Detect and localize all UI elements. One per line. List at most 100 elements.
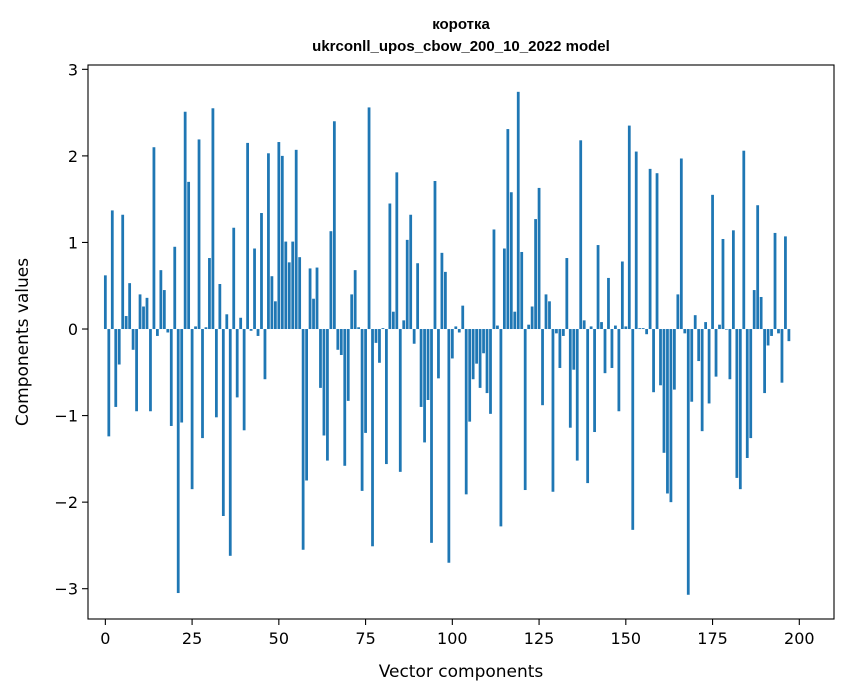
bar-91 — [419, 329, 423, 407]
bar-14 — [152, 147, 156, 330]
bar-192 — [770, 329, 773, 336]
bar-120 — [520, 251, 524, 330]
bar-60 — [312, 298, 315, 330]
bar-8 — [131, 329, 135, 350]
bar-184 — [742, 150, 746, 330]
bar-83 — [391, 311, 395, 330]
bar-72 — [353, 270, 357, 330]
bar-170 — [693, 315, 697, 330]
bar-133 — [565, 258, 569, 330]
bar-9 — [135, 329, 138, 412]
bar-140 — [589, 326, 593, 330]
bar-159 — [655, 173, 659, 330]
bar-158 — [652, 329, 655, 393]
bar-49 — [273, 301, 277, 330]
bar-69 — [343, 329, 347, 466]
bar-48 — [270, 276, 274, 330]
bar-185 — [745, 329, 749, 458]
bar-26 — [194, 326, 197, 330]
bar-39 — [239, 317, 243, 330]
bar-25 — [190, 329, 194, 490]
bar-109 — [482, 329, 485, 354]
bar-65 — [329, 231, 333, 330]
bar-100 — [450, 329, 454, 359]
bar-156 — [645, 329, 649, 335]
bars-group — [103, 91, 791, 595]
bar-102 — [457, 329, 461, 333]
bar-64 — [326, 329, 329, 461]
bar-7 — [128, 283, 132, 330]
bar-29 — [204, 327, 208, 330]
bar-182 — [735, 329, 739, 478]
bar-74 — [360, 329, 364, 491]
bar-42 — [249, 329, 253, 331]
bar-27 — [197, 139, 201, 330]
bar-162 — [666, 329, 669, 494]
y-tick-label: −3 — [54, 580, 78, 599]
bar-38 — [235, 329, 239, 398]
bar-115 — [502, 248, 506, 330]
bar-197 — [787, 329, 791, 342]
x-tick-label: 200 — [784, 629, 815, 648]
bar-82 — [388, 203, 392, 330]
bar-143 — [600, 322, 603, 330]
bar-186 — [749, 329, 753, 439]
bar-23 — [183, 111, 187, 330]
y-tick-label: −1 — [54, 407, 78, 426]
bar-124 — [534, 219, 537, 330]
bar-122 — [527, 324, 531, 330]
bar-95 — [433, 180, 437, 330]
bar-189 — [759, 296, 763, 330]
bar-160 — [659, 329, 662, 386]
bar-177 — [718, 324, 721, 330]
bar-188 — [756, 205, 760, 330]
bar-180 — [728, 329, 732, 380]
bar-173 — [704, 322, 708, 330]
bar-34 — [221, 329, 225, 516]
bar-169 — [690, 329, 694, 402]
bar-157 — [648, 168, 652, 330]
bar-62 — [319, 329, 322, 388]
bar-149 — [620, 261, 624, 330]
bar-144 — [603, 329, 607, 374]
bar-76 — [367, 107, 371, 330]
bar-12 — [145, 297, 149, 330]
bar-3 — [114, 329, 118, 407]
bar-178 — [721, 238, 725, 330]
bar-31 — [211, 108, 215, 330]
y-tick-label: 2 — [68, 147, 78, 166]
bar-77 — [371, 329, 374, 547]
x-tick-label: 0 — [100, 629, 110, 648]
bar-45 — [260, 213, 263, 330]
x-axis: 0 25 50 75 100 125 150 175 200 — [100, 619, 815, 648]
bar-33 — [218, 284, 222, 330]
bar-117 — [509, 192, 513, 330]
bar-47 — [267, 153, 270, 330]
bar-88 — [409, 214, 413, 330]
bar-94 — [430, 329, 433, 543]
x-tick-label: 150 — [611, 629, 642, 648]
bar-1 — [107, 329, 111, 437]
x-tick-label: 100 — [437, 629, 468, 648]
plot-frame — [87, 64, 835, 620]
bar-21 — [176, 329, 180, 594]
bar-165 — [676, 294, 680, 330]
bar-6 — [124, 316, 128, 330]
bar-70 — [346, 329, 350, 401]
bar-86 — [402, 320, 406, 330]
bar-193 — [773, 232, 777, 330]
bar-138 — [582, 320, 586, 330]
bar-123 — [530, 306, 534, 330]
bar-2 — [110, 210, 114, 330]
bar-51 — [280, 155, 284, 330]
bar-137 — [579, 140, 583, 330]
bar-132 — [561, 329, 565, 336]
bar-93 — [426, 329, 430, 400]
bar-130 — [555, 329, 558, 334]
bar-46 — [263, 329, 267, 380]
bar-125 — [537, 187, 541, 330]
x-tick-label: 50 — [269, 629, 289, 648]
bar-81 — [385, 329, 388, 465]
bar-174 — [707, 329, 711, 404]
bar-89 — [412, 329, 416, 344]
